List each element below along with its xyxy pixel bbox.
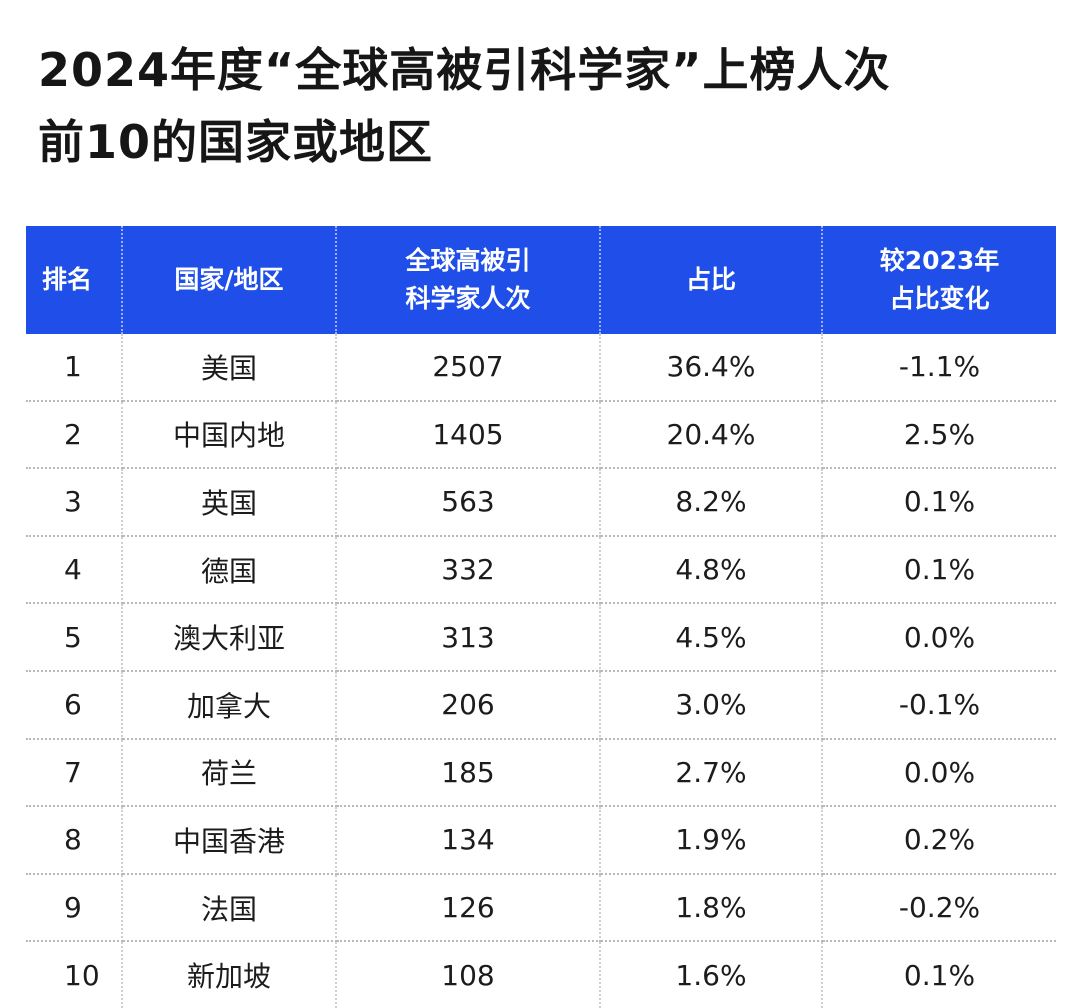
cell-region: 新加坡 (122, 941, 337, 1008)
table-row: 3 英国 563 8.2% 0.1% (26, 468, 1056, 537)
table-row: 9 法国 126 1.8% -0.2% (26, 873, 1056, 943)
cell-count: 108 (336, 941, 601, 1008)
table-header: 排名 国家/地区 全球高被引 科学家人次 占比 较2023年 占比变化 (26, 226, 1056, 334)
cell-change: 0.2% (822, 806, 1056, 875)
table-row: 1 美国 2507 36.4% -1.1% (26, 334, 1056, 402)
table-row: 7 荷兰 185 2.7% 0.0% (26, 738, 1056, 808)
cell-count: 185 (336, 738, 601, 808)
cell-change: -1.1% (822, 334, 1056, 402)
cell-change: 0.1% (903, 958, 976, 992)
cell-share: 20.4% (600, 400, 823, 470)
table-row: 5 澳大利亚 313 4.5% 0.0% (26, 603, 1056, 672)
cell-rank: 8 (26, 806, 123, 875)
header-rank: 排名 (26, 226, 123, 334)
header-count-line-1: 全球高被引 (405, 246, 531, 275)
cell-rank: 5 (26, 603, 123, 672)
cell-region: 法国 (122, 873, 337, 943)
cell-change: 2.5% (822, 400, 1056, 470)
header-share: 占比 (600, 226, 823, 334)
cell-count: 126 (336, 873, 601, 943)
cell-share: 1.6% (600, 941, 823, 1008)
cell-rank: 4 (26, 535, 123, 605)
cell-share: 8.2% (600, 468, 823, 537)
cell-count: 206 (336, 670, 601, 740)
cell-change: 0.0% (822, 603, 1056, 672)
table-row: 8 中国香港 134 1.9% 0.2% (26, 806, 1056, 875)
cell-region: 澳大利亚 (122, 603, 337, 672)
cell-region: 中国内地 (122, 400, 337, 470)
header-count-line-2: 科学家人次 (405, 284, 531, 313)
cell-change: 0.1% (822, 468, 1056, 537)
cell-rank: 3 (26, 468, 123, 537)
cell-region: 荷兰 (122, 738, 337, 808)
cell-change: -0.1% (822, 670, 1056, 740)
cell-region: 美国 (122, 334, 337, 402)
cell-count: 134 (336, 806, 601, 875)
title-line-2: 前10的国家或地区 (38, 115, 434, 169)
table-row: 4 德国 332 4.8% 0.1% (26, 535, 1056, 605)
header-change-line-2: 占比变化 (889, 284, 990, 313)
title-line-1: 2024年度“全球高被引科学家”上榜人次 (38, 43, 891, 97)
cell-count: 332 (336, 535, 601, 605)
cell-share: 3.0% (600, 670, 823, 740)
ranking-table: 排名 国家/地区 全球高被引 科学家人次 占比 较2023年 占比变化 1 美国… (26, 226, 1056, 1008)
cell-rank: 10 (26, 941, 123, 1008)
cell-share: 1.9% (600, 806, 823, 875)
cell-count: 313 (336, 603, 601, 672)
cell-change: 0.1% (822, 535, 1056, 605)
page-title: 2024年度“全球高被引科学家”上榜人次 前10的国家或地区 (38, 34, 1048, 178)
cell-count: 1405 (336, 400, 601, 470)
table-row: 10 新加坡 108 1.6% 0.1% (26, 941, 1056, 1008)
cell-rank: 1 (26, 334, 123, 402)
cell-count: 563 (336, 468, 601, 537)
cell-region: 德国 (122, 535, 337, 605)
header-change-line-1: 较2023年 (879, 246, 1000, 275)
cell-rank: 9 (26, 873, 123, 943)
cell-count: 2507 (336, 334, 601, 402)
cell-share: 1.8% (600, 873, 823, 943)
header-count: 全球高被引 科学家人次 (336, 226, 601, 334)
cell-share: 4.8% (600, 535, 823, 605)
cell-region: 中国香港 (122, 806, 337, 875)
table-row: 2 中国内地 1405 20.4% 2.5% (26, 400, 1056, 470)
cell-share: 4.5% (600, 603, 823, 672)
table-row: 6 加拿大 206 3.0% -0.1% (26, 670, 1056, 740)
cell-rank: 2 (26, 400, 123, 470)
cell-share: 2.7% (600, 738, 823, 808)
header-change: 较2023年 占比变化 (822, 226, 1056, 334)
cell-region: 加拿大 (122, 670, 337, 740)
cell-rank: 6 (26, 670, 123, 740)
cell-share: 36.4% (600, 334, 823, 402)
cell-region: 英国 (122, 468, 337, 537)
header-region: 国家/地区 (122, 226, 337, 334)
cell-change: -0.2% (822, 873, 1056, 943)
cell-rank: 7 (26, 738, 123, 808)
cell-change: 0.0% (822, 738, 1056, 808)
table-body: 1 美国 2507 36.4% -1.1% 2 中国内地 1405 20.4% … (26, 334, 1056, 1008)
header-row: 排名 国家/地区 全球高被引 科学家人次 占比 较2023年 占比变化 (26, 226, 1056, 334)
